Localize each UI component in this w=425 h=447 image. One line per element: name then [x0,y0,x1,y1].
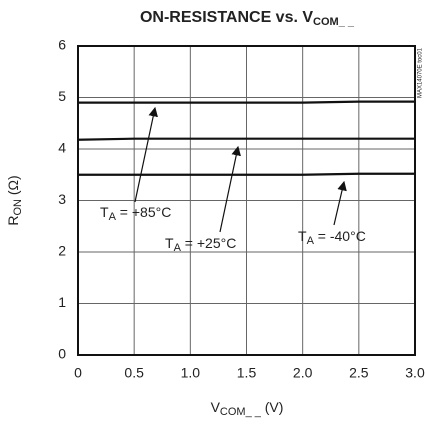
series-label: TA = +85°C [100,204,171,223]
chart-title-part: ON-RESISTANCE vs. V [140,9,313,26]
series-label-part: A [109,211,117,223]
series-label-part: T [100,204,109,220]
x-axis-label-part: V [211,399,221,415]
x-tick-label: 0.5 [124,365,144,381]
series-label-part: = +25°C [181,235,236,251]
series-label-part: A [307,235,315,247]
x-tick-label: 1.0 [181,365,201,381]
y-tick-label: 4 [58,140,66,156]
series-label-part: = -40°C [314,228,366,244]
x-axis-label-part: COM_ _ [220,406,262,418]
y-axis-label-part: (Ω) [5,175,21,199]
series-label: TA = -40°C [298,228,366,247]
figure-id: MAX14070E toc01 [418,47,424,98]
y-tick-label: 3 [58,191,66,207]
y-axis-label-part: ON [12,199,24,216]
plot-frame [77,45,416,356]
x-tick-label: 2.5 [349,365,369,381]
x-axis-label: VCOM_ _ (V) [211,399,284,418]
chart-title-part: COM_ _ [313,16,355,28]
x-tick-label: 1.5 [237,365,257,381]
annotation-arrow [219,145,241,233]
y-tick-label: 0 [58,346,66,362]
y-tick-label: 6 [58,37,66,53]
series-line [78,172,415,176]
series-label-part: T [165,235,174,251]
series-label-part: A [174,242,182,254]
annotation-arrow [134,106,158,203]
x-tick-label: 3.0 [405,365,425,381]
x-axis-label-part: (V) [261,399,284,415]
series-line [78,100,415,104]
y-tick-label: 2 [58,243,66,259]
y-tick-label: 1 [58,294,66,310]
annotation-arrow [333,180,347,226]
x-tick-label: 2.0 [293,365,313,381]
x-tick-label: 0 [74,365,82,381]
series-label-part: T [298,228,307,244]
series-line [77,137,415,141]
chart-title: ON-RESISTANCE vs. VCOM_ _ [140,9,355,28]
y-axis-label: RON (Ω) [5,175,24,225]
series-label: TA = +25°C [165,235,236,254]
y-axis-label-part: R [5,216,21,226]
series-label-part: = +85°C [116,204,171,220]
y-tick-label: 5 [58,88,66,104]
